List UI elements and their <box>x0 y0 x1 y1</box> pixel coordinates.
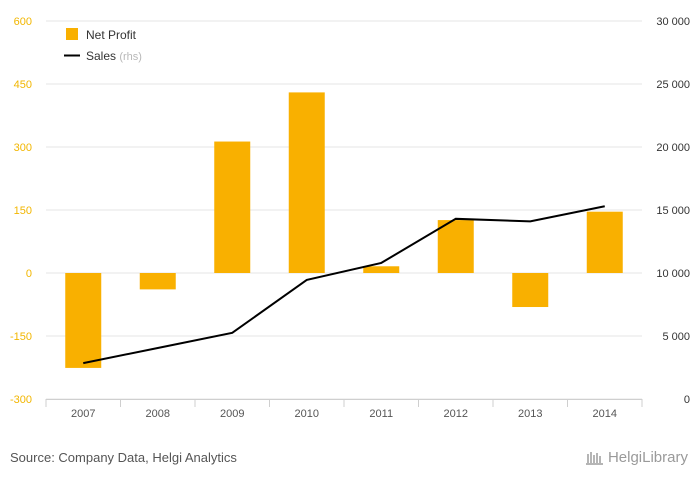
brand-logo[interactable]: HelgiLibrary <box>585 449 688 466</box>
y-right-tick-label: 20 000 <box>656 142 690 154</box>
legend-label-net-profit: Net Profit <box>86 28 137 42</box>
bar-net-profit <box>437 220 474 273</box>
x-tick-label: 2009 <box>220 408 244 420</box>
y-right-tick-label: 15 000 <box>656 205 690 217</box>
bar-net-profit <box>363 266 400 273</box>
y-left-tick-label: -150 <box>10 331 32 343</box>
combo-chart: 600 450 300 150 0 -150 -300 30 000 25 000 20 000 1… <box>10 16 690 420</box>
bar-net-profit <box>288 92 325 274</box>
bar-net-profit <box>214 141 251 273</box>
legend-swatch-net-profit <box>66 28 78 40</box>
x-tick-label: 2010 <box>295 408 319 420</box>
x-tick-label: 2013 <box>518 408 542 420</box>
y-left-tick-label: 450 <box>14 79 32 91</box>
brand-name: HelgiLibrary <box>607 449 688 466</box>
library-icon <box>585 451 603 465</box>
x-tick-label: 2007 <box>71 408 95 420</box>
y-right-tick-label: 30 000 <box>656 16 690 28</box>
bar-net-profit <box>65 273 102 368</box>
source-note: Source: Company Data, Helgi Analytics <box>10 450 237 465</box>
bar-net-profit <box>139 273 176 290</box>
y-right-tick-label: 10 000 <box>656 268 690 280</box>
x-tick-label: 2012 <box>444 408 468 420</box>
y-right-tick-label: 5 000 <box>662 331 690 343</box>
x-tick-label: 2011 <box>369 408 393 420</box>
bar-net-profit <box>586 211 623 273</box>
bar-net-profit <box>512 273 549 308</box>
legend-rhs-note: (rhs) <box>119 51 142 63</box>
y-right-tick-label: 25 000 <box>656 79 690 91</box>
y-left-tick-label: -300 <box>10 394 32 406</box>
legend-label-sales: Sales (rhs) <box>86 49 142 63</box>
y-left-tick-label: 150 <box>14 205 32 217</box>
x-tick-label: 2008 <box>146 408 170 420</box>
y-left-tick-label: 0 <box>26 268 32 280</box>
y-left-tick-label: 300 <box>14 142 32 154</box>
y-right-tick-label: 0 <box>684 394 690 406</box>
x-tick-label: 2014 <box>593 408 617 420</box>
line-sales <box>83 205 605 365</box>
y-left-tick-label: 600 <box>14 16 32 28</box>
